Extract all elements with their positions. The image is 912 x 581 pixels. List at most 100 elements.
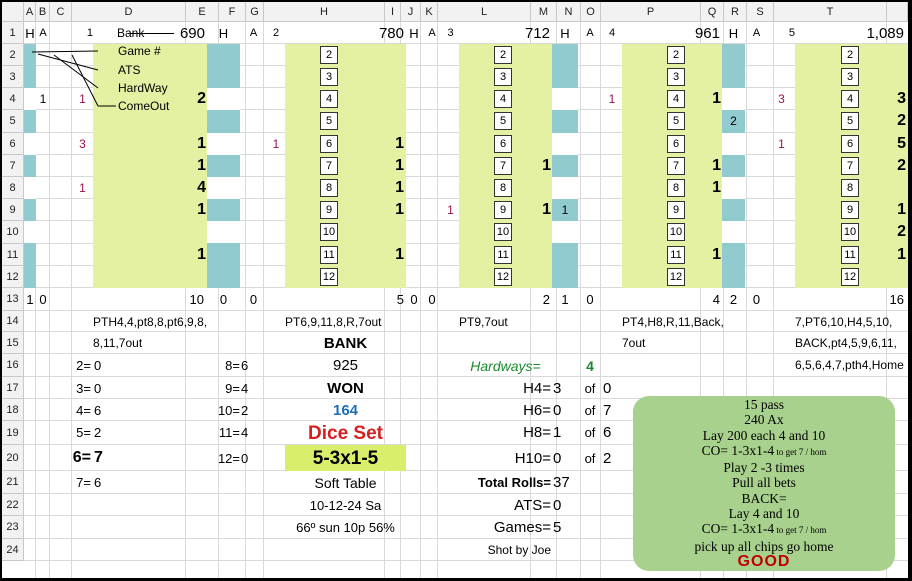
row-header-5[interactable]: 5 (2, 110, 24, 133)
hardways-total: 4 (586, 357, 594, 374)
column-header-b[interactable]: B (36, 2, 50, 22)
column-header-h[interactable]: H (264, 2, 385, 22)
point-label-9: 9 (494, 201, 512, 219)
column-header-c[interactable]: C (50, 2, 72, 22)
stat-val-11: 4 (241, 424, 249, 440)
row-header-13[interactable]: 13 (2, 288, 24, 311)
column-header-a[interactable]: A (24, 2, 36, 22)
note-line: pick up all chips go home (633, 539, 895, 554)
row-header-10[interactable]: 10 (2, 221, 24, 244)
gridline (24, 310, 908, 311)
column-header-q[interactable]: Q (701, 2, 724, 22)
column-header-s[interactable]: S (747, 2, 774, 22)
weather-info: 66º sun 10p 56% (296, 520, 395, 535)
row-header-12[interactable]: 12 (2, 266, 24, 288)
row-header-19[interactable]: 19 (2, 421, 24, 445)
comeout-count: 3 (778, 92, 785, 106)
strategy-note: 15 pass 240 Ax Lay 200 each 4 and 10 CO= 1-… (633, 396, 895, 571)
comeout-count: 1 (608, 92, 616, 106)
hardway-of: of (584, 450, 596, 466)
roll-sequence-text: 7,PT6,10,H4,5,10, (795, 314, 893, 329)
roll-count-5: 2 (897, 112, 906, 129)
column-header-g[interactable]: G (246, 2, 264, 22)
point-label-12: 12 (494, 268, 512, 286)
row-header-24[interactable]: 24 (2, 539, 24, 561)
gridline (24, 420, 908, 421)
point-label-10: 10 (667, 223, 685, 241)
gridline (420, 22, 421, 578)
note-text: Play 2 -3 times (723, 460, 805, 476)
row-header-15[interactable]: 15 (2, 332, 24, 354)
point-label-9: 9 (320, 201, 338, 219)
row-header-4[interactable]: 4 (2, 88, 24, 110)
row-header-21[interactable]: 21 (2, 471, 24, 494)
gridline (437, 22, 438, 578)
header-a: A (586, 26, 594, 39)
roll-count-11: 1 (197, 246, 206, 263)
row-header-8[interactable]: 8 (2, 177, 24, 199)
gridline (723, 22, 724, 578)
row-header-7[interactable]: 7 (2, 155, 24, 177)
column-header-k[interactable]: K (421, 2, 438, 22)
column-header-e[interactable]: E (186, 2, 219, 22)
stat-val-3: 0 (94, 380, 102, 396)
row-header-6[interactable]: 6 (2, 133, 24, 155)
row-header-22[interactable]: 22 (2, 494, 24, 516)
point-label-11: 11 (841, 246, 859, 264)
column-header-r[interactable]: R (724, 2, 747, 22)
foot-h: 1 (561, 292, 569, 307)
note-good: GOOD (633, 553, 895, 569)
roll-count-6: 1 (197, 135, 206, 152)
column-header-t[interactable]: T (774, 2, 887, 22)
hardway-value: 1 (553, 423, 562, 441)
hardway-value: 0 (553, 401, 562, 419)
note-text: BACK= (741, 490, 787, 506)
ats-value: 0 (553, 496, 562, 514)
point-label-4: 4 (320, 90, 338, 108)
column-header-p[interactable]: P (601, 2, 701, 22)
row-header-20[interactable]: 20 (2, 445, 24, 471)
white-cell (207, 133, 240, 155)
column-header-f[interactable]: F (219, 2, 246, 22)
row-header-14[interactable]: 14 (2, 311, 24, 332)
hardway-value: 0 (553, 449, 562, 467)
column-header-j[interactable]: J (401, 2, 421, 22)
row-header-3[interactable]: 3 (2, 66, 24, 88)
foot-rolls: 4 (712, 292, 720, 307)
hardway-hit: 1 (39, 92, 47, 106)
row-header-16[interactable]: 16 (2, 354, 24, 377)
select-all-corner[interactable] (2, 2, 24, 22)
stat-key-3: 3= (76, 380, 91, 396)
table-type: Soft Table (314, 474, 377, 491)
gridline (24, 560, 908, 561)
point-label-6: 6 (494, 135, 512, 153)
column-header-i[interactable]: I (385, 2, 401, 22)
comeout-count: 1 (447, 203, 454, 217)
row-header-1[interactable]: 1 (2, 22, 24, 44)
gridline (580, 22, 581, 578)
column-header-l[interactable]: L (438, 2, 531, 22)
roll-sequence-text: 8,11,7out (93, 335, 143, 350)
column-header-m[interactable]: M (531, 2, 557, 22)
stat-key-7: 7= (76, 474, 91, 490)
row-header-11[interactable]: 11 (2, 244, 24, 266)
row-header-17[interactable]: 17 (2, 377, 24, 399)
point-label-12: 12 (667, 268, 685, 286)
dice-set-label: Dice Set (308, 422, 383, 444)
row-header-2[interactable]: 2 (2, 44, 24, 66)
column-header-o[interactable]: O (581, 2, 601, 22)
column-header-n[interactable]: N (557, 2, 581, 22)
gridline (886, 22, 887, 578)
note-text: 15 pass (743, 397, 785, 412)
foot-a: 0 (586, 292, 594, 307)
gridline (746, 22, 747, 578)
roll-count-7: 2 (897, 157, 906, 174)
white-cell (207, 221, 240, 243)
note-line: 240 Ax (633, 412, 895, 427)
column-header-d[interactable]: D (72, 2, 186, 22)
summary-won-value: 164 (332, 401, 359, 419)
row-header-18[interactable]: 18 (2, 399, 24, 421)
row-header-9[interactable]: 9 (2, 199, 24, 221)
gridline (600, 22, 601, 578)
row-header-23[interactable]: 23 (2, 516, 24, 539)
